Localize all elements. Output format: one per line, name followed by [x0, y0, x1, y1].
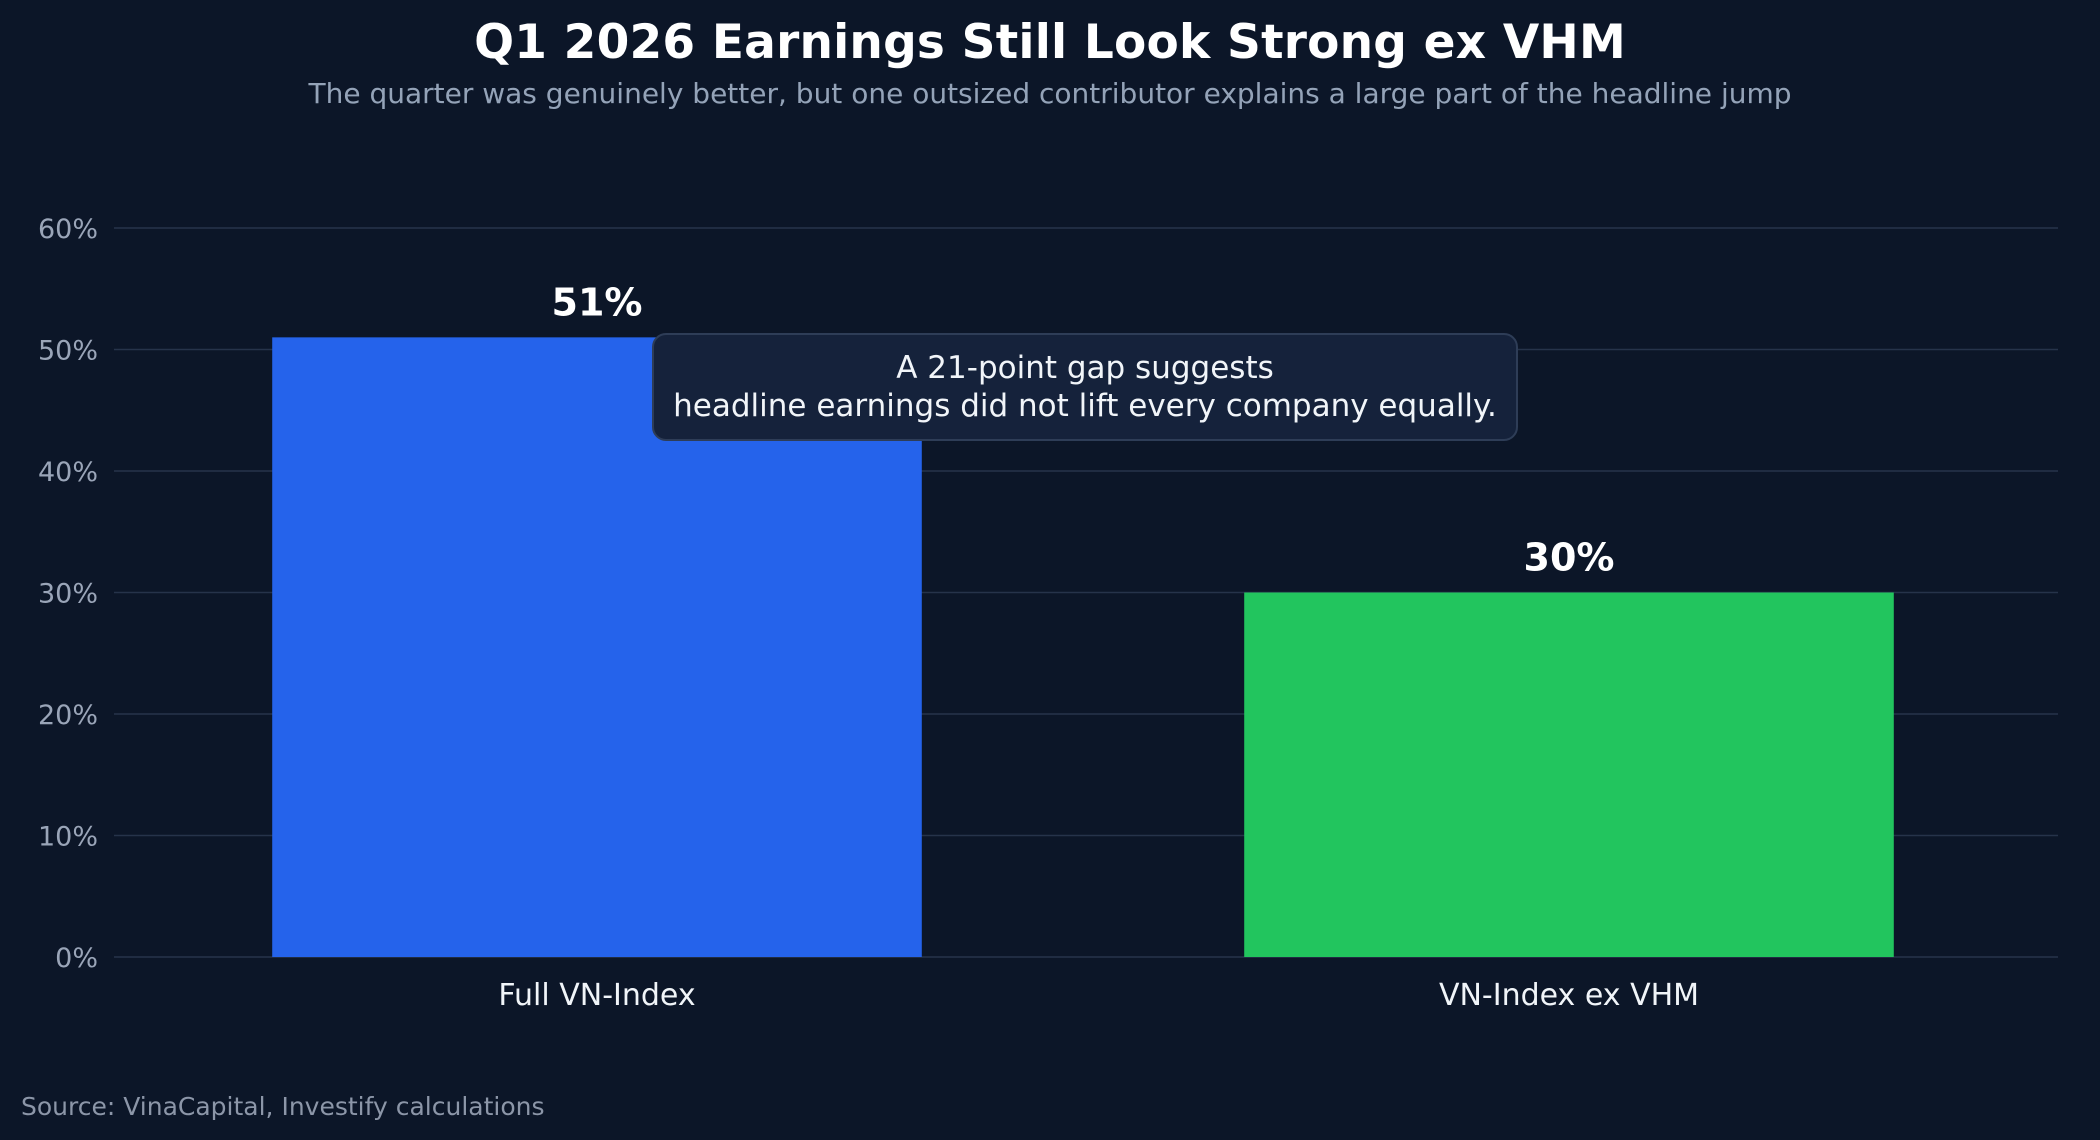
bar-value-label: 51%	[552, 280, 643, 324]
y-tick-label: 0%	[55, 943, 98, 974]
bars	[272, 337, 1894, 958]
data-labels: 51% 30%	[552, 280, 1615, 579]
source-note: Source: VinaCapital, Investify calculati…	[21, 1092, 545, 1121]
annotation-line-2: headline earnings did not lift every com…	[673, 388, 1497, 424]
y-tick-label: 20%	[38, 700, 98, 731]
bar	[1244, 592, 1894, 957]
y-tick-label: 10%	[38, 822, 98, 853]
category-label: Full VN-Index	[498, 978, 695, 1013]
y-tick-label: 50%	[38, 336, 98, 367]
y-tick-label: 60%	[38, 214, 98, 245]
y-axis-ticks: 0% 10% 20% 30% 40% 50% 60%	[38, 214, 98, 974]
bar-value-label: 30%	[1524, 536, 1615, 580]
x-axis-categories: Full VN-Index VN-Index ex VHM	[498, 978, 1699, 1013]
y-tick-label: 40%	[38, 457, 98, 488]
annotation-line-1: A 21-point gap suggests	[896, 350, 1274, 386]
chart-title: Q1 2026 Earnings Still Look Strong ex VH…	[474, 15, 1626, 70]
gap-annotation: A 21-point gap suggests headline earning…	[652, 333, 1518, 441]
chart-subtitle: The quarter was genuinely better, but on…	[308, 77, 1792, 110]
y-tick-label: 30%	[38, 579, 98, 610]
category-label: VN-Index ex VHM	[1439, 978, 1699, 1013]
